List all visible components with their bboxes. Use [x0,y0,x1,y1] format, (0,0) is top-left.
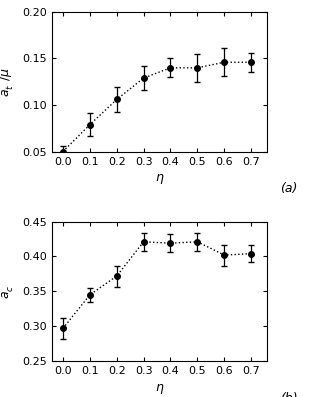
Text: (b): (b) [280,392,298,397]
X-axis label: $\eta$: $\eta$ [155,172,165,186]
Text: (a): (a) [280,182,298,195]
Y-axis label: $a_t^*/\mu$: $a_t^*/\mu$ [0,67,17,97]
X-axis label: $\eta$: $\eta$ [155,382,165,396]
Y-axis label: $a_c^*$: $a_c^*$ [0,283,17,299]
